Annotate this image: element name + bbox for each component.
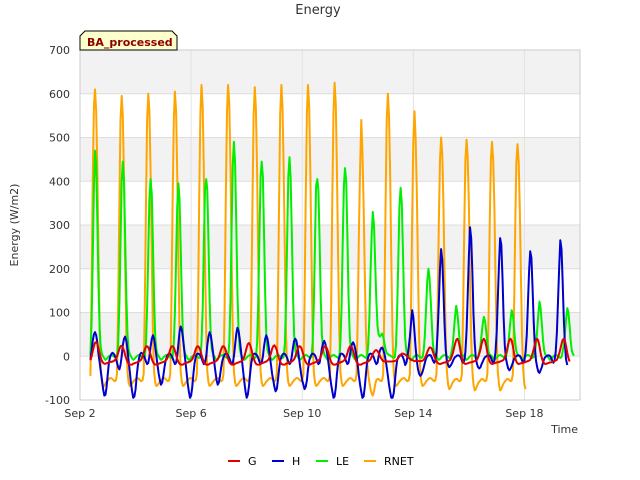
plot-band bbox=[80, 50, 580, 94]
plot-band bbox=[80, 181, 580, 225]
y-tick-label: 200 bbox=[49, 263, 70, 276]
plot-band bbox=[80, 225, 580, 269]
y-tick-label: 700 bbox=[49, 44, 70, 57]
series-line-g bbox=[89, 337, 571, 366]
y-tick-label: 600 bbox=[49, 88, 70, 101]
y-axis-label: Energy (W/m2) bbox=[8, 184, 21, 267]
legend-label-g: G bbox=[248, 455, 257, 468]
y-tick-label: 400 bbox=[49, 175, 70, 188]
x-tick-label: Sep 18 bbox=[505, 407, 543, 420]
y-axis-ticks: -100 0 100 200 300 400 500 600 700 bbox=[45, 44, 70, 407]
y-tick-label: 500 bbox=[49, 132, 70, 145]
plot-band bbox=[80, 137, 580, 182]
y-tick-label: 100 bbox=[49, 307, 70, 320]
legend-label-h: H bbox=[292, 455, 300, 468]
x-tick-label: Sep 2 bbox=[64, 407, 95, 420]
series-line-le bbox=[89, 140, 575, 361]
series-lines bbox=[89, 81, 575, 399]
legend: G H LE RNET bbox=[228, 455, 414, 468]
processed-badge: BA_processed bbox=[79, 30, 178, 51]
x-axis-label: Time bbox=[550, 423, 578, 436]
chart-title: Energy bbox=[295, 3, 341, 18]
badge-box bbox=[79, 30, 178, 51]
legend-label-le: LE bbox=[336, 455, 349, 468]
x-tick-label: Sep 10 bbox=[283, 407, 321, 420]
y-tick-label: 300 bbox=[49, 219, 70, 232]
plot-border bbox=[79, 49, 581, 401]
y-tick-label: -100 bbox=[45, 394, 70, 407]
x-tick-label: Sep 6 bbox=[175, 407, 206, 420]
badge-label: BA_processed bbox=[87, 36, 173, 49]
legend-label-rnet: RNET bbox=[384, 455, 414, 468]
x-tick-label: Sep 14 bbox=[394, 407, 432, 420]
plot-band bbox=[80, 93, 580, 138]
x-axis-ticks: Sep 2 Sep 6 Sep 10 Sep 14 Sep 18 bbox=[64, 407, 543, 420]
y-tick-label: 0 bbox=[63, 350, 70, 363]
